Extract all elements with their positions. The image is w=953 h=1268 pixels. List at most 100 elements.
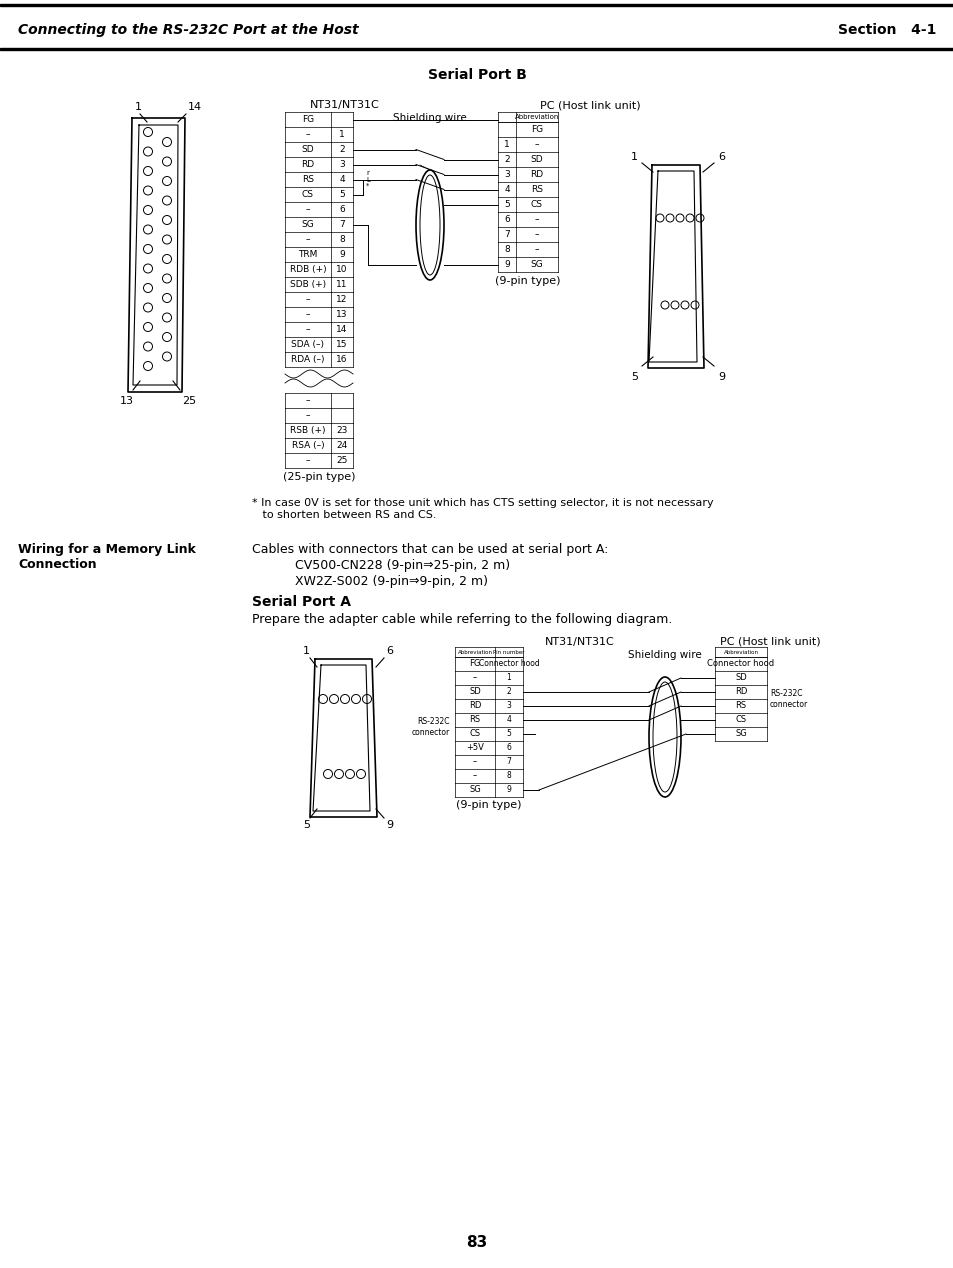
Text: RD: RD [301,160,314,169]
Text: CS: CS [469,729,480,738]
Text: 9: 9 [338,250,345,259]
Text: PC (Host link unit): PC (Host link unit) [719,637,820,647]
Text: –: – [305,131,310,139]
Text: Prepare the adapter cable while referring to the following diagram.: Prepare the adapter cable while referrin… [252,612,672,626]
Circle shape [162,332,172,341]
Text: 14: 14 [336,325,347,333]
Circle shape [162,293,172,303]
Bar [0,4,953,6]
Text: 83: 83 [466,1235,487,1250]
Text: –: – [473,673,476,682]
Circle shape [696,214,703,222]
Text: –: – [305,235,310,243]
Circle shape [143,224,152,235]
Text: TRM: TRM [298,250,317,259]
Text: * In case 0V is set for those unit which has CTS setting selector, it is not nec: * In case 0V is set for those unit which… [252,498,713,520]
Text: RS: RS [735,701,746,710]
Text: 7: 7 [503,230,509,238]
Text: –: – [305,325,310,333]
Text: –: – [535,139,538,150]
Text: r
L
*: r L * [366,170,370,189]
Text: CS: CS [302,190,314,199]
Text: 8: 8 [338,235,345,243]
Circle shape [143,245,152,254]
Text: –: – [305,456,310,465]
Text: RDA (–): RDA (–) [291,355,324,364]
Text: 10: 10 [335,265,348,274]
Text: 24: 24 [336,441,347,450]
Text: 4: 4 [503,185,509,194]
Text: Cables with connectors that can be used at serial port A:: Cables with connectors that can be used … [252,543,608,555]
Circle shape [329,695,338,704]
Circle shape [162,235,172,243]
Text: Abbreviation: Abbreviation [457,649,492,654]
Text: Abbreviation: Abbreviation [515,114,558,120]
Text: 8: 8 [503,245,509,254]
Circle shape [335,770,343,779]
Text: –: – [473,771,476,781]
Circle shape [162,137,172,147]
Circle shape [143,284,152,293]
Circle shape [162,197,172,205]
Text: 5: 5 [503,200,509,209]
Text: Shielding wire: Shielding wire [393,113,466,123]
Text: CS: CS [735,715,746,724]
Text: SDB (+): SDB (+) [290,280,326,289]
Text: 3: 3 [503,170,509,179]
Text: 5: 5 [303,820,310,831]
Circle shape [680,301,688,309]
Text: NT31/NT31C: NT31/NT31C [310,100,379,110]
Text: 8: 8 [506,771,511,781]
Text: 2: 2 [506,687,511,696]
Text: 7: 7 [338,221,345,230]
Text: Shielding wire: Shielding wire [627,650,701,661]
Text: 5: 5 [338,190,345,199]
Text: 14: 14 [188,101,202,112]
Text: –: – [535,216,538,224]
Circle shape [162,353,172,361]
Text: 1: 1 [503,139,509,150]
Text: 5: 5 [630,372,638,382]
Text: 9: 9 [506,785,511,795]
Text: (25-pin type): (25-pin type) [282,472,355,482]
Text: RD: RD [468,701,480,710]
Text: CV500-CN228 (9-pin⇒25-pin, 2 m): CV500-CN228 (9-pin⇒25-pin, 2 m) [294,559,510,572]
Text: PC (Host link unit): PC (Host link unit) [539,100,639,110]
Circle shape [143,264,152,273]
Text: SG: SG [530,260,543,269]
Text: Pin number: Pin number [493,649,524,654]
Circle shape [162,216,172,224]
Text: Abbreviation: Abbreviation [722,649,758,654]
Text: Section   4-1: Section 4-1 [837,23,935,37]
Text: Serial Port A: Serial Port A [252,595,351,609]
Text: 12: 12 [336,295,347,304]
Text: CS: CS [531,200,542,209]
Text: FG: FG [531,126,542,134]
Text: 9: 9 [718,372,724,382]
Bar [0,47,953,49]
Circle shape [690,301,699,309]
Text: SD: SD [735,673,746,682]
Text: 11: 11 [335,280,348,289]
Text: 16: 16 [335,355,348,364]
Circle shape [143,186,152,195]
Text: 13: 13 [120,396,133,406]
Text: 1: 1 [630,152,638,162]
Text: RD: RD [734,687,746,696]
Circle shape [318,695,327,704]
Circle shape [362,695,371,704]
Text: SDA (–): SDA (–) [292,340,324,349]
Text: –: – [305,205,310,214]
Text: 5: 5 [506,729,511,738]
Text: (9-pin type): (9-pin type) [456,800,521,810]
Text: 25: 25 [182,396,196,406]
Text: XW2Z-S002 (9-pin⇒9-pin, 2 m): XW2Z-S002 (9-pin⇒9-pin, 2 m) [294,574,488,588]
Text: Connecting to the RS-232C Port at the Host: Connecting to the RS-232C Port at the Ho… [18,23,358,37]
Circle shape [143,322,152,331]
Circle shape [162,176,172,185]
Text: SD: SD [469,687,480,696]
Circle shape [656,214,663,222]
Text: RSA (–): RSA (–) [292,441,324,450]
Circle shape [351,695,360,704]
Circle shape [660,301,668,309]
